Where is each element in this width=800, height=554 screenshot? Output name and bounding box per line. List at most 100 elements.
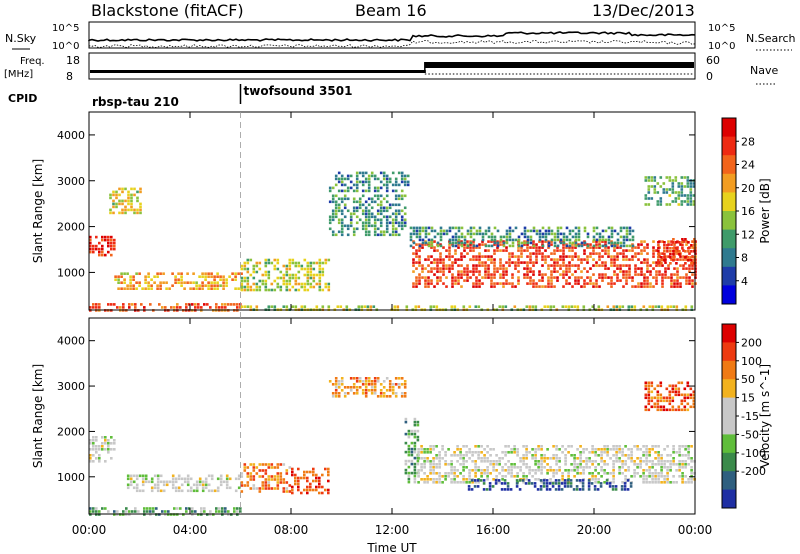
heatmap-cell (525, 448, 528, 451)
heatmap-cell (421, 267, 424, 270)
heatmap-cell (261, 487, 265, 490)
heatmap-cell (230, 303, 233, 306)
heatmap-cell (546, 472, 549, 475)
heatmap-cell (594, 481, 597, 484)
heatmap-cell (556, 249, 559, 252)
heatmap-cell (670, 285, 673, 288)
heatmap-cell (579, 451, 582, 454)
heatmap-cell (397, 171, 401, 175)
heatmap-cell (306, 261, 310, 265)
heatmap-cell (589, 282, 592, 285)
heatmap-cell (568, 261, 571, 264)
heatmap-cell (550, 258, 553, 261)
heatmap-cell (195, 284, 198, 287)
heatmap-cell (644, 381, 648, 385)
heatmap-cell (258, 288, 262, 292)
heatmap-cell (252, 475, 256, 478)
heatmap-cell (331, 194, 335, 198)
heatmap-cell (503, 488, 507, 491)
heatmap-cell (686, 179, 690, 182)
heatmap-cell (130, 205, 133, 209)
heatmap-cell (544, 249, 547, 252)
heatmap-cell (631, 285, 634, 288)
heatmap-cell (477, 445, 480, 448)
heatmap-cell (162, 483, 166, 487)
heatmap-cell (195, 281, 198, 284)
heatmap-cell (327, 288, 331, 292)
heatmap-cell (591, 478, 594, 481)
heatmap-cell (640, 261, 643, 264)
heatmap-cell (609, 457, 612, 460)
heatmap-cell (610, 235, 614, 239)
heatmap-cell (684, 256, 687, 259)
heatmap-cell (107, 442, 110, 445)
heatmap-cell (264, 273, 268, 277)
heatmap-cell (541, 279, 544, 282)
heatmap-cell (657, 244, 660, 247)
heatmap-cell (562, 249, 565, 252)
heatmap-cell (135, 477, 139, 481)
heatmap-cell (505, 273, 508, 276)
heatmap-cell (556, 258, 559, 261)
heatmap-cell (538, 252, 541, 255)
heatmap-cell (127, 190, 130, 194)
heatmap-cell (459, 481, 462, 484)
heatmap-cell (288, 276, 292, 280)
heatmap-cell (646, 258, 649, 261)
heatmap-cell (366, 305, 370, 308)
heatmap-cell (427, 226, 431, 230)
heatmap-cell (625, 264, 628, 267)
heatmap-cell (489, 454, 492, 457)
heatmap-cell (318, 288, 322, 292)
heatmap-cell (592, 240, 595, 243)
heatmap-cell (653, 402, 657, 406)
heatmap-cell (663, 241, 666, 244)
heatmap-cell (506, 488, 510, 491)
heatmap-cell (526, 246, 529, 249)
heatmap-cell (679, 264, 682, 267)
heatmap-cell (309, 273, 313, 277)
heatmap-cell (95, 507, 98, 510)
heatmap-cell (415, 235, 419, 239)
heatmap-cell (352, 200, 356, 204)
heatmap-cell (630, 305, 634, 308)
heatmap-cell (530, 482, 534, 485)
heatmap-cell (373, 380, 377, 383)
heatmap-cell (484, 264, 487, 267)
heatmap-cell (526, 267, 529, 270)
heatmap-cell (466, 252, 469, 255)
heatmap-cell (355, 200, 359, 204)
heatmap-cell (118, 187, 121, 191)
heatmap-cell (373, 221, 377, 225)
heatmap-cell (504, 451, 507, 454)
heatmap-cell (129, 281, 132, 284)
heatmap-cell (598, 240, 601, 243)
heatmap-cell (252, 264, 256, 268)
heatmap-cell (417, 454, 420, 457)
heatmap-cell (665, 408, 669, 412)
heatmap-cell (589, 267, 592, 270)
nsky-label: N.Sky (5, 32, 37, 45)
heatmap-cell (303, 488, 306, 492)
heatmap-cell (400, 189, 404, 193)
heatmap-cell (559, 258, 562, 261)
heatmap-cell (215, 306, 218, 309)
heatmap-cell (176, 306, 179, 309)
heatmap-cell (648, 448, 651, 451)
heatmap-cell (592, 235, 596, 239)
heatmap-cell (647, 176, 651, 179)
heatmap-cell (312, 488, 315, 492)
heatmap-cell (273, 305, 277, 308)
heatmap-cell (445, 249, 448, 252)
heatmap-cell (689, 197, 693, 200)
heatmap-cell (418, 226, 422, 230)
heatmap-cell (619, 252, 622, 255)
heatmap-cell (663, 481, 666, 484)
heatmap-cell (391, 386, 395, 389)
heatmap-cell (249, 285, 253, 289)
heatmap-cell (535, 243, 538, 246)
heatmap-cell (628, 270, 631, 273)
heatmap-cell (352, 230, 356, 234)
heatmap-cell (400, 383, 404, 386)
heatmap-cell (239, 510, 242, 513)
